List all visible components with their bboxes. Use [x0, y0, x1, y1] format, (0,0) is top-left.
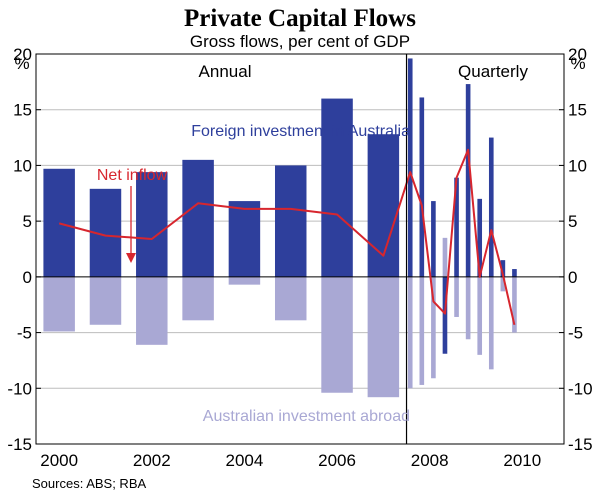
- foreign-bar-annual-3: [182, 159, 214, 277]
- abroad-investment-label: Australian investment abroad: [203, 408, 410, 425]
- foreign-bar-quarterly-5: [465, 84, 471, 277]
- right-tick-label-15: 15: [568, 101, 587, 120]
- left-tick-label-15: 15: [13, 101, 32, 120]
- foreign-bar-quarterly-1: [419, 97, 425, 277]
- foreign-bar-quarterly-6: [477, 198, 483, 277]
- abroad-bar-quarterly-3: [442, 237, 448, 277]
- right-tick-label-20: 20: [568, 45, 587, 64]
- net-inflow-arrow: [126, 186, 136, 263]
- x-tick-label-2010: 2010: [503, 451, 541, 470]
- foreign-bar-annual-2: [136, 172, 168, 277]
- right-tick-label-5: 5: [568, 212, 577, 231]
- right-unit-label: %: [570, 54, 585, 73]
- foreign-investment-label: Foreign investment in Australia: [191, 123, 410, 140]
- right-tick-label--15: -15: [568, 435, 593, 454]
- foreign-bar-quarterly-3: [442, 276, 448, 354]
- chart-subtitle: Gross flows, per cent of GDP: [190, 32, 410, 51]
- foreign-bar-annual-4: [228, 201, 261, 277]
- left-tick-label-10: 10: [13, 156, 32, 175]
- abroad-bar-annual-6: [321, 276, 353, 393]
- foreign-bar-quarterly-2: [431, 201, 436, 277]
- left-tick-label--5: -5: [17, 324, 32, 343]
- x-axis: 2000 2002 2004 2006 2008 2010: [40, 451, 541, 470]
- foreign-bar-quarterly-7: [488, 137, 494, 277]
- abroad-bar-annual-1: [89, 276, 122, 325]
- quarterly-panel-label: Quarterly: [458, 62, 528, 81]
- right-tick-label-0: 0: [568, 268, 577, 287]
- foreign-bar-annual-5: [274, 165, 307, 277]
- left-unit-label: %: [14, 54, 29, 73]
- abroad-bar-annual-0: [43, 276, 75, 332]
- abroad-bar-quarterly-1: [419, 276, 425, 385]
- chart-title: Private Capital Flows: [184, 5, 416, 32]
- foreign-bar-quarterly-0: [407, 58, 413, 277]
- net-inflow-line: [58, 148, 516, 326]
- left-tick-label-20: 20: [13, 45, 32, 64]
- x-tick-label-2008: 2008: [411, 451, 449, 470]
- left-y-axis: -15 -10 -5 0 5 10 15 20: [7, 45, 41, 454]
- foreign-bar-quarterly-4: [454, 177, 459, 277]
- foreign-investment-bars: [43, 58, 517, 354]
- annual-panel-label: Annual: [199, 62, 252, 81]
- abroad-bar-quarterly-7: [488, 276, 494, 370]
- abroad-bar-annual-2: [136, 276, 168, 345]
- abroad-bar-quarterly-0: [407, 276, 413, 389]
- x-tick-label-2006: 2006: [318, 451, 356, 470]
- abroad-bar-quarterly-6: [477, 276, 483, 355]
- source-note: Sources: ABS; RBA: [32, 476, 146, 491]
- left-tick-label--15: -15: [7, 435, 32, 454]
- plot-border: [35, 53, 565, 445]
- abroad-bar-quarterly-8: [500, 276, 506, 292]
- foreign-bar-quarterly-9: [512, 269, 517, 277]
- right-y-axis: -15 -10 -5 0 5 10 15 20: [559, 45, 593, 454]
- abroad-investment-bars: [43, 237, 517, 398]
- right-tick-label--10: -10: [568, 379, 593, 398]
- right-tick-label--5: -5: [568, 324, 583, 343]
- right-tick-label-10: 10: [568, 156, 587, 175]
- abroad-bar-quarterly-5: [465, 276, 471, 340]
- net-inflow-polyline: [58, 148, 516, 326]
- abroad-bar-quarterly-9: [512, 276, 517, 333]
- x-tick-label-2004: 2004: [226, 451, 264, 470]
- abroad-bar-annual-5: [274, 276, 307, 321]
- x-tick-label-2002: 2002: [133, 451, 171, 470]
- net-inflow-label: Net inflow: [97, 167, 168, 184]
- abroad-bar-quarterly-2: [431, 276, 436, 379]
- plot-frame: [35, 53, 565, 445]
- abroad-bar-quarterly-4: [454, 276, 459, 317]
- x-tick-label-2000: 2000: [40, 451, 78, 470]
- foreign-bar-annual-0: [43, 168, 75, 277]
- foreign-bar-annual-6: [321, 98, 353, 277]
- abroad-bar-annual-3: [182, 276, 214, 321]
- left-tick-label-5: 5: [23, 212, 32, 231]
- left-tick-label-0: 0: [23, 268, 32, 287]
- left-tick-label--10: -10: [7, 379, 32, 398]
- abroad-bar-annual-4: [228, 276, 261, 285]
- abroad-bar-annual-7: [367, 276, 400, 398]
- foreign-bar-quarterly-8: [500, 260, 506, 277]
